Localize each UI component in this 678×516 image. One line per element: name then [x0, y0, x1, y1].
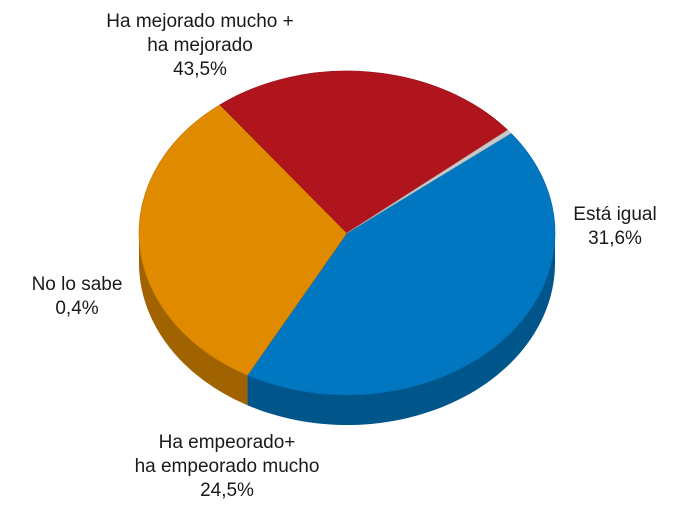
pie-slice-no-lo-sabe — [346, 129, 512, 234]
pie-slice-esta-igual — [138, 104, 348, 376]
label-ha-mejorado-line1: Ha mejorado mucho + — [106, 11, 294, 32]
label-esta-igual-line1: Está igual — [573, 204, 657, 225]
pie-slice-ha-mejorado-mucho — [246, 132, 556, 396]
pie-slices — [138, 70, 556, 396]
value-esta-igual: 31,6% — [588, 228, 642, 249]
label-ha-mejorado-line2: ha mejorado — [147, 35, 253, 56]
pie-side-ha-mejorado-mucho — [247, 233, 555, 425]
pie-slice-ha-empeorado — [219, 70, 509, 234]
pie-sides — [139, 233, 555, 425]
value-ha-empeorado: 24,5% — [200, 480, 254, 501]
label-ha-empeorado-line2: ha empeorado mucho — [134, 456, 320, 477]
label-no-lo-sabe-line1: No lo sabe — [31, 274, 123, 295]
label-ha-empeorado: Ha empeorado+ ha empeorado mucho 24,5% — [122, 431, 332, 503]
label-ha-mejorado: Ha mejorado mucho + ha mejorado 43,5% — [100, 10, 300, 82]
value-ha-mejorado: 43,5% — [173, 59, 227, 80]
label-no-lo-sabe: No lo sabe 0,4% — [22, 273, 132, 321]
label-ha-empeorado-line1: Ha empeorado+ — [158, 432, 296, 453]
pie-side-esta-igual — [139, 233, 248, 406]
value-no-lo-sabe: 0,4% — [55, 298, 99, 319]
label-esta-igual: Está igual 31,6% — [560, 203, 670, 251]
